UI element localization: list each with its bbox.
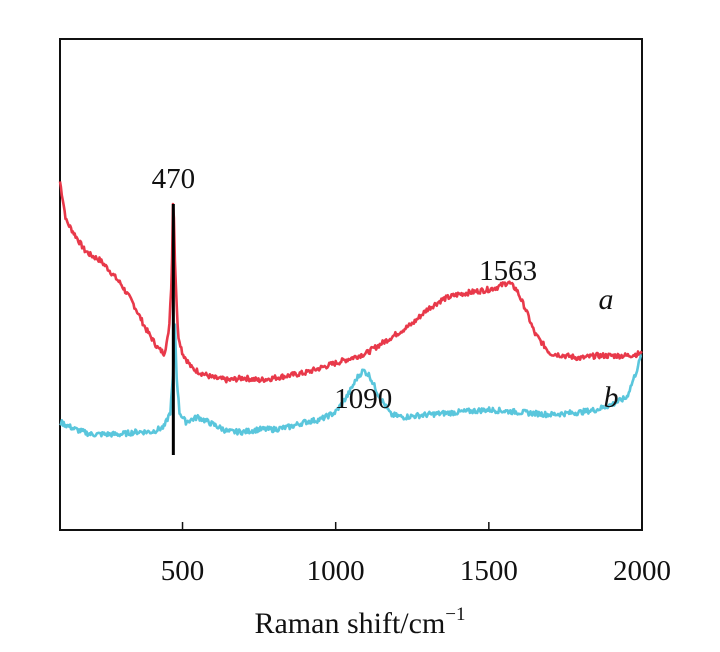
annotation-1563: 1563 bbox=[479, 255, 537, 287]
x-axis-ticks: 500 1000 1500 2000 bbox=[161, 522, 671, 587]
x-tick-label-1500: 1500 bbox=[460, 555, 518, 587]
annotation-1090: 1090 bbox=[334, 383, 392, 415]
series-layer bbox=[58, 181, 643, 438]
series-line-a bbox=[58, 181, 643, 384]
x-tick-label-1000: 1000 bbox=[307, 555, 365, 587]
series-label-a: a bbox=[599, 283, 614, 316]
series-label-b: b bbox=[604, 381, 619, 414]
annotation-470: 470 bbox=[152, 163, 196, 195]
plot-frame bbox=[59, 38, 643, 531]
series-line-b bbox=[59, 323, 643, 438]
x-axis-label-main: Raman shift/cm bbox=[254, 607, 445, 640]
x-axis-label-superscript: −1 bbox=[445, 604, 465, 625]
x-tick-label-2000: 2000 bbox=[613, 555, 671, 587]
x-tick-label-500: 500 bbox=[161, 555, 205, 587]
x-axis-label: Raman shift/cm−1 bbox=[254, 604, 465, 640]
